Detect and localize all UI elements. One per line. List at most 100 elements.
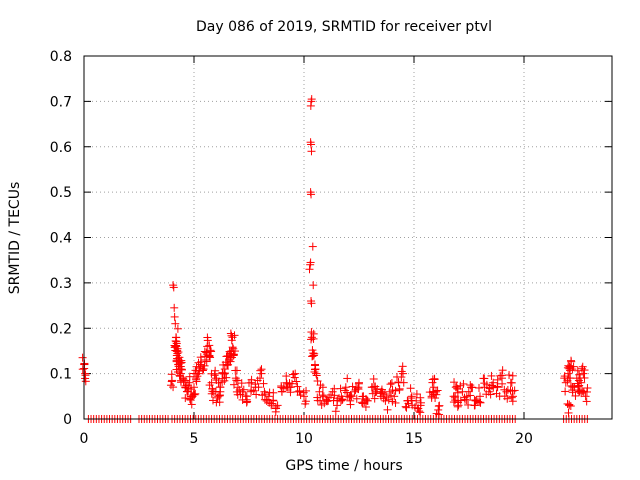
data-point: [416, 408, 425, 417]
data-point: [167, 377, 176, 386]
data-point: [302, 386, 311, 395]
x-tick-label: 20: [515, 431, 533, 447]
data-point: [345, 393, 354, 402]
data-point: [227, 336, 236, 345]
data-point: [507, 393, 516, 402]
data-point: [580, 366, 589, 375]
data-point: [561, 378, 570, 387]
data-point: [218, 378, 227, 387]
data-point: [192, 377, 201, 386]
data-point: [306, 101, 315, 110]
data-point: [193, 372, 202, 381]
data-point: [378, 388, 387, 397]
data-point: [430, 375, 439, 384]
plot-frame: [83, 55, 613, 420]
data-point: [232, 366, 241, 375]
data-point: [361, 402, 370, 411]
data-point: [171, 319, 180, 328]
data-point: [253, 376, 262, 385]
data-point: [166, 381, 175, 390]
y-tick-label: 0.6: [50, 140, 72, 156]
data-point: [336, 396, 345, 405]
data-point: [387, 391, 396, 400]
data-point: [308, 242, 317, 251]
data-point: [498, 366, 507, 375]
data-point: [78, 365, 87, 374]
data-point: [286, 388, 295, 397]
data-point: [200, 361, 209, 370]
data-point: [318, 391, 327, 400]
data-point: [293, 382, 302, 391]
data-point: [269, 396, 278, 405]
data-point: [220, 369, 229, 378]
data-point: [207, 389, 216, 398]
data-point: [508, 397, 517, 406]
y-tick-label: 0: [63, 412, 72, 428]
data-point: [173, 324, 182, 333]
data-point: [493, 382, 502, 391]
data-point: [503, 394, 512, 403]
data-point: [198, 366, 207, 375]
data-point: [167, 370, 176, 379]
data-point: [453, 388, 462, 397]
data-point: [474, 383, 483, 392]
data-point: [480, 374, 489, 383]
data-point: [353, 384, 362, 393]
y-tick-label: 0.8: [50, 49, 72, 65]
data-point: [571, 391, 580, 400]
data-point: [187, 400, 196, 409]
data-point: [383, 405, 392, 414]
data-point: [569, 362, 578, 371]
y-tick-label: 0.1: [50, 367, 72, 383]
data-point: [254, 383, 263, 392]
data-point: [578, 362, 587, 371]
data-point: [181, 394, 190, 403]
y-axis-label: SRMTID / TECUs: [7, 182, 23, 295]
data-point: [309, 334, 318, 343]
data-point: [433, 386, 442, 395]
data-point: [435, 410, 444, 419]
data-point: [468, 383, 477, 392]
data-point: [289, 370, 298, 379]
data-point: [239, 385, 248, 394]
data-point: [573, 366, 582, 375]
data-point: [172, 347, 181, 356]
tick-layer: 0 0.1 0.2 0.3 0.4 0.5 0.6 0.7 0.8 0 5 10 15 20: [50, 49, 612, 447]
data-point: [318, 383, 327, 392]
data-point: [177, 365, 186, 374]
data-point: [565, 364, 574, 373]
data-point: [175, 371, 184, 380]
data-point: [508, 371, 517, 380]
data-point: [269, 388, 278, 397]
data-point: [199, 365, 208, 374]
data-point: [202, 348, 211, 357]
data-point: [492, 389, 501, 398]
data-point: [307, 328, 316, 337]
data-point: [249, 386, 258, 395]
data-point: [182, 381, 191, 390]
data-point: [215, 383, 224, 392]
data-point: [203, 336, 212, 345]
data-point: [256, 366, 265, 375]
data-point: [185, 372, 194, 381]
data-point: [211, 366, 220, 375]
y-tick-label: 0.2: [50, 321, 72, 337]
data-point: [473, 397, 482, 406]
data-point: [301, 397, 310, 406]
data-point: [260, 390, 269, 399]
data-point: [241, 391, 250, 400]
data-point: [263, 395, 272, 404]
data-point: [230, 331, 239, 340]
data-point: [306, 258, 315, 267]
data-point: [338, 395, 347, 404]
data-point: [206, 353, 215, 362]
data-point: [189, 390, 198, 399]
data-point: [202, 357, 211, 366]
data-point: [226, 329, 235, 338]
data-point: [259, 379, 268, 388]
data-point: [340, 386, 349, 395]
data-point: [223, 361, 232, 370]
data-point: [243, 397, 252, 406]
data-point: [581, 392, 590, 401]
data-point: [505, 371, 514, 380]
